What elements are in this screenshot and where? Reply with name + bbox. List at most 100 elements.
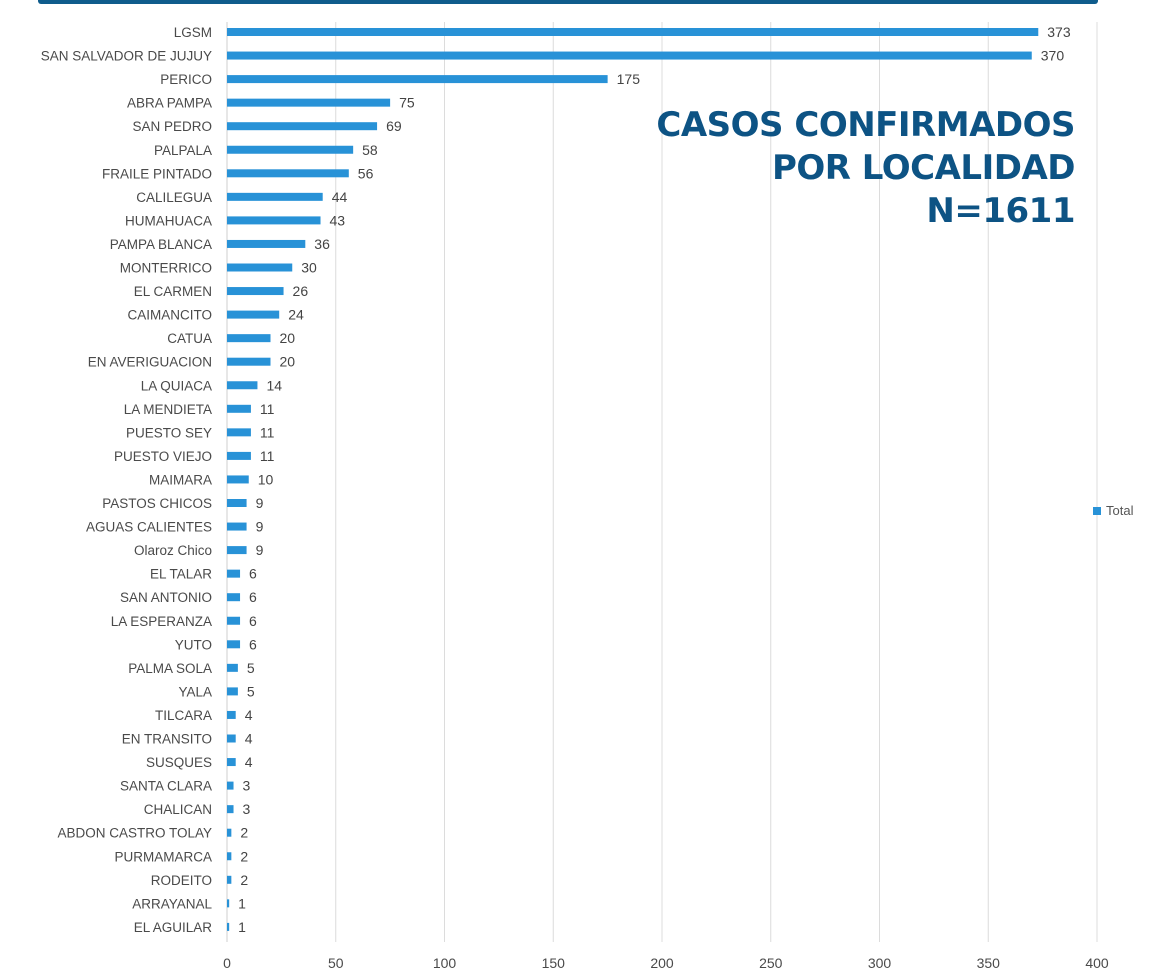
bar <box>227 75 608 84</box>
category-label: SUSQUES <box>146 755 212 770</box>
category-label: CATUA <box>167 331 212 346</box>
category-label: CHALICAN <box>144 802 212 817</box>
category-label: EL AGUILAR <box>134 920 213 935</box>
category-label: EL TALAR <box>150 567 212 582</box>
value-label: 6 <box>249 636 257 652</box>
bar <box>227 687 238 696</box>
x-tick-label: 350 <box>977 955 1001 971</box>
category-label: HUMAHUACA <box>125 213 212 228</box>
value-labels: 3733701757569585644433630262420201411111… <box>238 24 1071 935</box>
bar <box>227 522 247 531</box>
category-label: PALMA SOLA <box>128 661 212 676</box>
bar <box>227 710 236 719</box>
bar <box>227 28 1039 36</box>
bar <box>227 169 349 178</box>
category-label: EN AVERIGUACION <box>88 355 212 370</box>
legend: Total <box>1093 503 1133 518</box>
value-label: 9 <box>256 519 264 535</box>
bar <box>227 334 271 343</box>
value-label: 11 <box>260 424 275 440</box>
bar <box>227 381 258 390</box>
category-label: LA MENDIETA <box>124 402 212 417</box>
value-label: 20 <box>280 330 296 346</box>
value-label: 5 <box>247 660 255 676</box>
value-label: 44 <box>332 189 348 205</box>
category-label: CAIMANCITO <box>127 308 212 323</box>
bar <box>227 122 378 131</box>
bar <box>227 758 236 767</box>
value-label: 75 <box>399 95 415 111</box>
value-label: 11 <box>260 448 275 464</box>
value-label: 11 <box>260 401 275 417</box>
value-label: 4 <box>245 731 253 747</box>
value-label: 20 <box>280 354 296 370</box>
category-label: SAN SALVADOR DE JUJUY <box>41 49 212 64</box>
category-label: ABDON CASTRO TOLAY <box>57 826 212 841</box>
category-label: SANTA CLARA <box>120 779 212 794</box>
bar <box>227 428 251 437</box>
category-label: EL CARMEN <box>134 284 212 299</box>
category-label: ARRAYANAL <box>132 896 212 911</box>
value-label: 373 <box>1047 24 1071 40</box>
value-label: 6 <box>249 566 257 582</box>
category-label: LA ESPERANZA <box>111 614 212 629</box>
bar <box>227 475 249 484</box>
value-label: 24 <box>288 307 304 323</box>
chart-title: CASOS CONFIRMADOS POR LOCALIDAD N=1611 <box>656 104 1075 233</box>
value-label: 2 <box>240 825 248 841</box>
header-line <box>38 0 1098 4</box>
value-label: 4 <box>245 754 253 770</box>
bar <box>227 805 234 814</box>
bar <box>227 310 280 319</box>
value-label: 3 <box>243 778 251 794</box>
x-tick-label: 250 <box>759 955 783 971</box>
bar <box>227 451 251 460</box>
value-label: 14 <box>266 377 282 393</box>
bars <box>227 28 1039 931</box>
category-label: PUESTO VIEJO <box>114 449 212 464</box>
bar <box>227 404 251 413</box>
value-label: 5 <box>247 683 255 699</box>
bar <box>227 616 241 625</box>
bar <box>227 663 238 672</box>
category-labels: LGSM SAN SALVADOR DE JUJUY PERICO ABRA PAMP… <box>41 25 213 935</box>
category-label: MAIMARA <box>149 472 212 487</box>
category-label: PERICO <box>160 72 212 87</box>
bar <box>227 852 232 861</box>
bar <box>227 357 271 366</box>
value-label: 6 <box>249 589 257 605</box>
bar <box>227 569 241 578</box>
x-axis-ticks: 0 50 100 150 200 250 300 350 400 <box>223 955 1109 971</box>
x-tick-label: 400 <box>1085 955 1109 971</box>
category-label: YUTO <box>175 637 212 652</box>
category-label: EN TRANSITO <box>122 732 212 747</box>
value-label: 2 <box>240 848 248 864</box>
value-label: 2 <box>240 872 248 888</box>
category-label: MONTERRICO <box>120 261 212 276</box>
value-label: 69 <box>386 118 402 134</box>
value-label: 43 <box>330 212 346 228</box>
category-label: PASTOS CHICOS <box>102 496 212 511</box>
legend-swatch <box>1093 506 1101 515</box>
bar <box>227 239 306 248</box>
value-label: 10 <box>258 471 274 487</box>
value-label: 4 <box>245 707 253 723</box>
category-label: PUESTO SEY <box>126 425 212 440</box>
bar <box>227 51 1032 60</box>
bar <box>227 828 232 837</box>
category-label: AGUAS CALIENTES <box>86 520 212 535</box>
category-label: PAMPA BLANCA <box>110 237 212 252</box>
bar <box>227 546 247 555</box>
bar <box>227 875 232 884</box>
legend-label: Total <box>1106 503 1134 518</box>
value-label: 9 <box>256 495 264 511</box>
bar <box>227 287 284 296</box>
bar <box>227 593 241 602</box>
x-tick-label: 50 <box>328 955 344 971</box>
bar <box>227 899 230 908</box>
value-label: 175 <box>617 71 641 87</box>
x-tick-label: 200 <box>650 955 674 971</box>
value-label: 58 <box>362 142 378 158</box>
bar <box>227 499 247 507</box>
